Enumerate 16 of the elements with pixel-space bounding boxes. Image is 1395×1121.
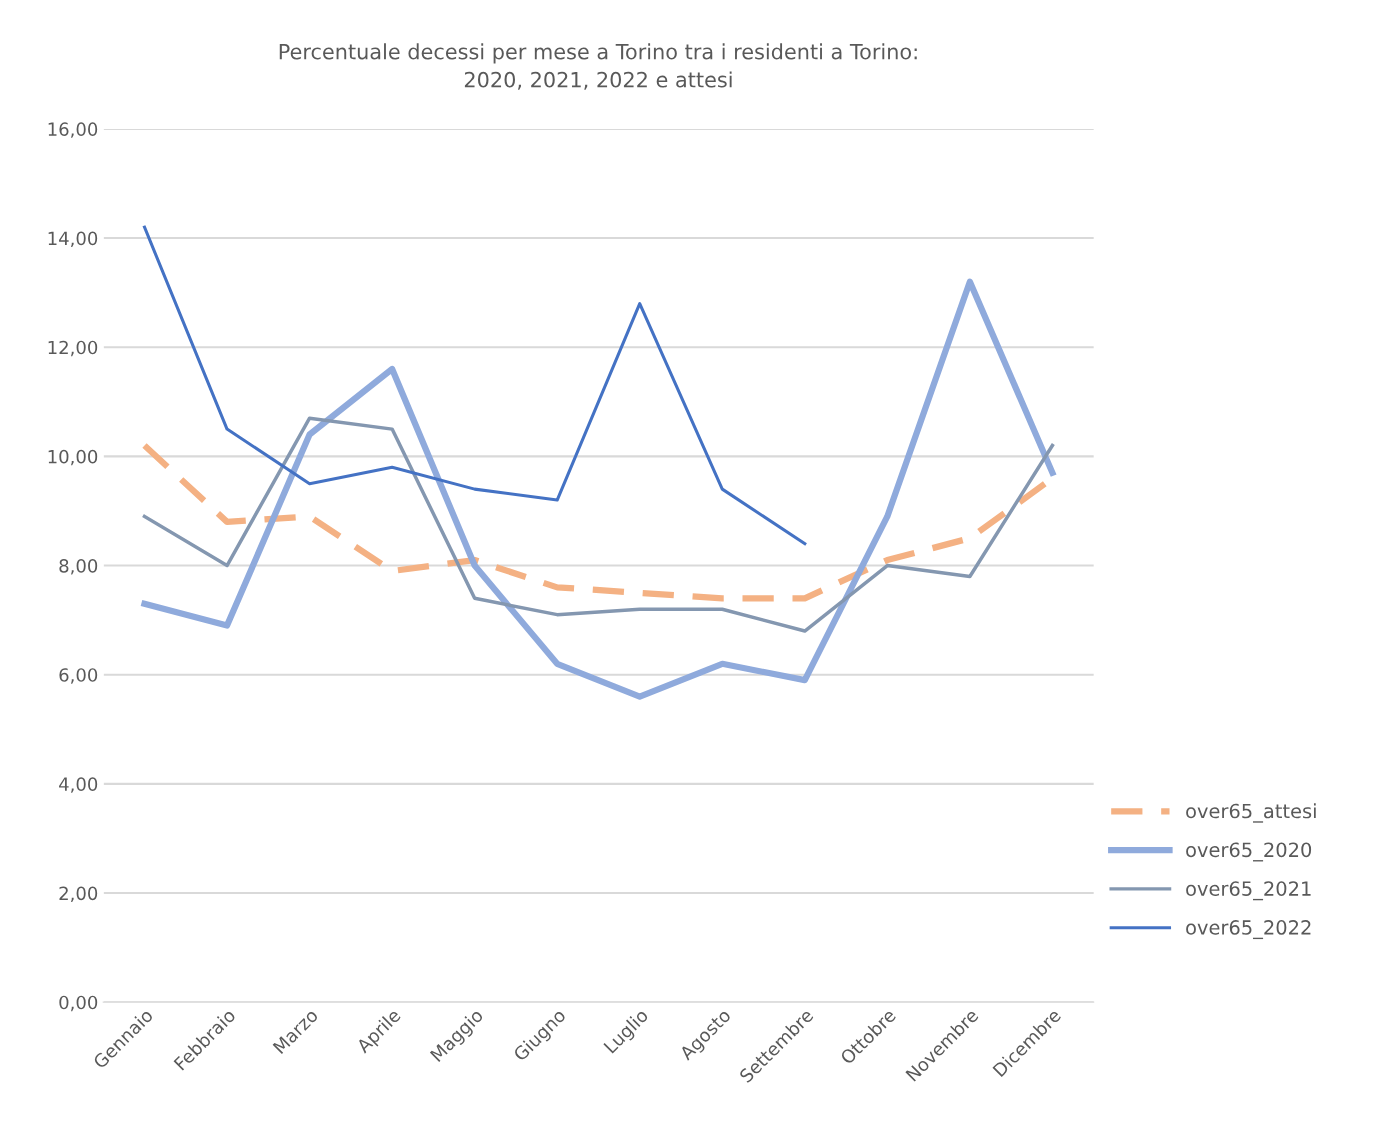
legend-label: over65_2022 bbox=[1186, 920, 1311, 940]
y-tick-label: 10,00 bbox=[48, 449, 98, 466]
legend-label: over65_2020 bbox=[1186, 842, 1312, 862]
line-series bbox=[142, 416, 1055, 633]
y-tick-label: 6,00 bbox=[59, 668, 98, 684]
line-series bbox=[142, 225, 807, 546]
legend-label: over65_2021 bbox=[1186, 881, 1311, 901]
chart-title: Percentuale decessi per mese a Torino tra i residenti a Torino: 2020, 2021, 2022 e attesi bbox=[279, 43, 917, 90]
y-tick-label: 16,00 bbox=[48, 122, 98, 138]
y-tick-label: 4,00 bbox=[59, 777, 98, 793]
y-tick-label: 2,00 bbox=[59, 886, 98, 902]
legend-label: over65_attesi bbox=[1186, 803, 1316, 823]
y-tick-label: 0,00 bbox=[59, 995, 98, 1012]
y-tick-label: 14,00 bbox=[48, 231, 98, 248]
y-tick-label: 12,00 bbox=[48, 340, 98, 357]
y-tick-label: 8,00 bbox=[59, 559, 98, 575]
